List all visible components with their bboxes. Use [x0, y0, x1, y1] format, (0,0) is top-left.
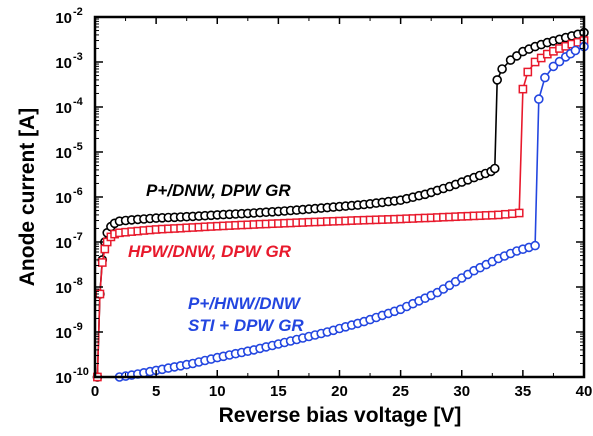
- series-1-marker: [100, 244, 110, 254]
- y-tick-label: 10: [55, 10, 72, 27]
- x-tick-label: 30: [453, 383, 470, 400]
- series-2-marker: [570, 45, 581, 56]
- y-tick-exponent: -5: [73, 141, 83, 153]
- y-tick-label: 10: [55, 55, 72, 72]
- series-2-marker: [533, 94, 544, 104]
- series-0-marker: [489, 163, 500, 174]
- y-tick-exponent: -6: [73, 186, 83, 198]
- x-tick-label: 15: [270, 383, 287, 400]
- annotation-blue-series-line1: P+/HNW/DNW: [188, 294, 302, 313]
- series-2-marker: [554, 56, 565, 67]
- y-tick-label: 10: [55, 190, 72, 207]
- series-1-marker: [507, 209, 517, 219]
- y-tick-label: 10: [55, 235, 72, 252]
- series-0-marker: [497, 64, 507, 74]
- y-tick-label: 10: [55, 145, 72, 162]
- annotation-black-series: P+/DNW, DPW GR: [146, 181, 291, 200]
- y-tick-label: 10: [55, 280, 72, 297]
- y-tick-exponent: -8: [73, 276, 83, 288]
- y-tick-exponent: -10: [73, 366, 89, 378]
- series-1-marker: [501, 209, 510, 219]
- y-tick-exponent: -3: [73, 51, 83, 63]
- x-tick-label: 0: [91, 383, 99, 400]
- y-tick-exponent: -7: [73, 231, 83, 243]
- y-tick-exponent: -2: [73, 6, 83, 18]
- x-tick-label: 10: [209, 383, 226, 400]
- series-1-marker: [97, 258, 107, 267]
- series-2: [114, 41, 589, 382]
- x-tick-label: 20: [331, 383, 348, 400]
- series-1-marker: [523, 67, 533, 77]
- x-tick-label: 40: [576, 383, 593, 400]
- y-tick-exponent: -4: [73, 96, 84, 108]
- annotation-red-series: HPW/DNW, DPW GR: [128, 242, 292, 261]
- x-tick-label: 35: [515, 383, 532, 400]
- series-layer: [92, 27, 589, 382]
- series-1-marker: [518, 84, 528, 94]
- x-tick-label: 25: [392, 383, 409, 400]
- y-tick-label: 10: [55, 100, 72, 117]
- y-tick-exponent: -9: [73, 321, 83, 333]
- series-2-marker: [530, 240, 540, 251]
- annotation-blue-series-line2: STI + DPW GR: [188, 316, 304, 335]
- series-1-marker: [494, 210, 503, 220]
- series-1-marker: [514, 208, 524, 218]
- x-axis-title: Reverse bias voltage [V]: [219, 404, 462, 427]
- y-axis-title: Anode current [A]: [16, 108, 39, 287]
- x-tick-label: 5: [152, 383, 160, 400]
- series-2-marker: [540, 72, 550, 83]
- y-tick-label: 10: [55, 370, 72, 387]
- series-1: [93, 36, 589, 382]
- y-tick-label: 10: [55, 325, 72, 342]
- series-0-marker: [492, 75, 503, 85]
- series-2-marker: [548, 61, 559, 72]
